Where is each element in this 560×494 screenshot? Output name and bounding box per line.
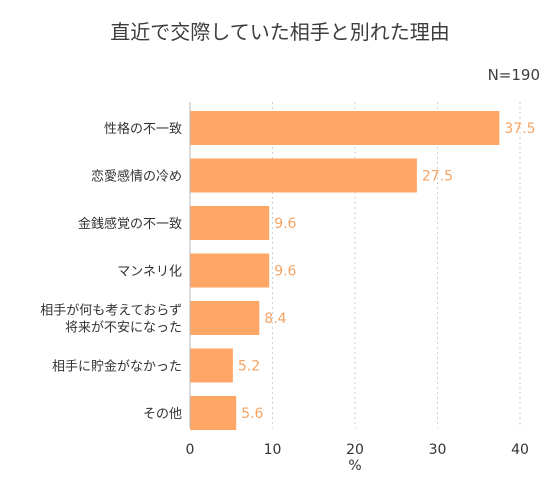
bar — [190, 111, 500, 145]
x-tick-label: 20 — [346, 442, 364, 458]
category-label-line: 性格の不一致 — [104, 121, 182, 137]
bars — [190, 111, 500, 430]
sample-size-note: N=190 — [488, 66, 540, 84]
bar — [190, 396, 237, 430]
bar — [190, 348, 233, 383]
x-tick-label: 10 — [264, 442, 282, 458]
category-label-line: 相手に貯金がなかった — [52, 359, 182, 375]
category-label-line: その他 — [143, 407, 182, 422]
data-label: 5.6 — [241, 406, 263, 422]
category-label: 相手が何も考えておらず将来が不安になった — [40, 303, 182, 336]
category-label-line: マンネリ化 — [117, 265, 182, 280]
category-label: その他 — [143, 407, 182, 422]
x-tick-label: 0 — [186, 442, 195, 458]
data-label: 8.4 — [264, 311, 286, 327]
x-tick-label: 30 — [429, 442, 447, 458]
category-label: 性格の不一致 — [104, 121, 182, 137]
bar — [190, 206, 270, 240]
category-label: 恋愛感情の冷め — [91, 169, 182, 185]
data-label: 9.6 — [274, 216, 296, 232]
x-axis-label: % — [348, 458, 361, 474]
category-label: 相手に貯金がなかった — [52, 359, 182, 375]
category-label-line: 恋愛感情の冷め — [91, 169, 182, 185]
category-label-line: 金銭感覚の不一致 — [78, 216, 182, 232]
category-label-line: 将来が不安になった — [65, 321, 182, 336]
bar — [190, 301, 260, 335]
value-labels: 37.5 27.5 9.6 9.6 8.4 5.2 5.6 — [238, 121, 536, 422]
data-label: 5.2 — [238, 359, 260, 375]
category-labels: 性格の不一致恋愛感情の冷め金銭感覚の不一致マンネリ化相手が何も考えておらず将来が… — [40, 121, 182, 422]
data-label: 37.5 — [504, 121, 535, 137]
data-label: 27.5 — [422, 169, 453, 185]
data-label: 9.6 — [274, 264, 296, 280]
category-label: 金銭感覚の不一致 — [78, 216, 182, 232]
bar — [190, 158, 417, 193]
bar — [190, 253, 270, 288]
category-label: マンネリ化 — [117, 265, 182, 280]
chart-title: 直近で交際していた相手と別れた理由 — [110, 20, 449, 44]
category-label-line: 相手が何も考えておらず — [40, 303, 182, 319]
x-axis-ticks: 0 10 20 30 40 — [186, 442, 529, 458]
gridlines — [272, 102, 521, 428]
x-tick-label: 40 — [511, 442, 529, 458]
